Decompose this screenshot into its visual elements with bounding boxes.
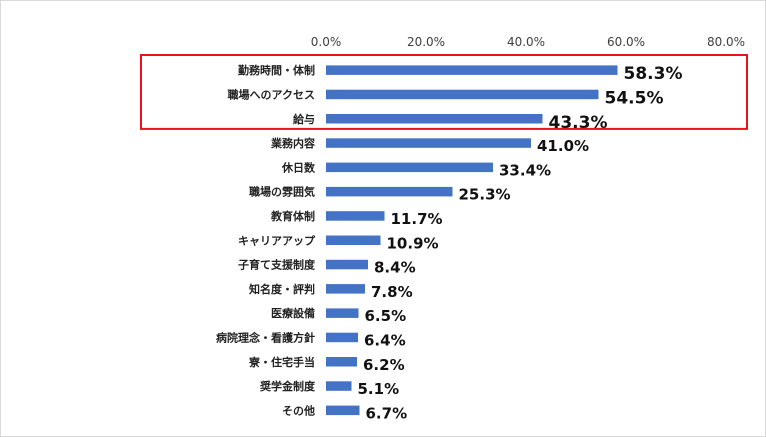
data-label: 8.4% (374, 259, 416, 277)
tick-label: 0.0% (311, 35, 342, 49)
data-label: 43.3% (549, 113, 608, 133)
tick-label: 40.0% (507, 35, 545, 49)
category-label: 業務内容 (270, 136, 315, 150)
data-label: 11.7% (391, 210, 443, 228)
tick-label: 60.0% (607, 35, 645, 49)
data-label: 6.5% (365, 307, 407, 325)
data-label: 5.1% (358, 380, 400, 398)
data-label: 54.5% (605, 88, 664, 108)
data-label: 41.0% (537, 137, 589, 155)
bar (326, 405, 360, 416)
bar (326, 284, 365, 294)
category-label: 勤務時間・体制 (238, 63, 315, 77)
tick-label: 20.0% (407, 35, 445, 49)
category-label: 職場の雰囲気 (249, 185, 315, 199)
bar (326, 259, 368, 270)
bar (326, 138, 531, 148)
category-labels: 勤務時間・体制職場へのアクセス給与業務内容休日数職場の雰囲気教育体制キャリアアッ… (216, 63, 316, 417)
data-label: 58.3% (624, 64, 683, 84)
category-label: 知名度・評判 (248, 282, 315, 296)
bars (326, 65, 618, 416)
category-label: 子育て支援制度 (238, 258, 316, 272)
category-label: 奨学金制度 (259, 379, 316, 393)
bar (326, 332, 358, 343)
bar (326, 114, 543, 124)
data-label: 6.7% (366, 404, 408, 422)
data-label: 10.9% (387, 234, 439, 252)
bar (326, 235, 381, 245)
bar (326, 357, 357, 367)
tick-label: 80.0% (707, 35, 745, 49)
category-label: 医療設備 (271, 306, 315, 320)
highlight-box (140, 54, 748, 130)
category-label: 給与 (293, 112, 315, 126)
bar (326, 186, 453, 197)
category-label: その他 (282, 403, 315, 417)
category-label: 病院理念・看護方針 (216, 330, 315, 344)
category-label: 教育体制 (270, 209, 315, 223)
data-label: 25.3% (459, 186, 511, 204)
category-label: キャリアアップ (238, 233, 316, 247)
data-label: 6.4% (364, 331, 406, 349)
data-label: 6.2% (363, 356, 405, 374)
data-label: 33.4% (499, 161, 551, 179)
category-label: 職場へのアクセス (228, 87, 315, 101)
bar (326, 308, 359, 318)
data-labels: 58.3% 54.5% 43.3% 41.0% 33.4% 25.3% 11.7% 10.9%… (358, 64, 683, 422)
x-axis-ticks: 0.0% 20.0% 40.0% 60.0% 80.0% (311, 35, 745, 49)
bar (326, 162, 493, 173)
data-label: 7.8% (371, 283, 413, 301)
bar (326, 65, 618, 75)
category-label: 寮・住宅手当 (248, 355, 315, 369)
bar (326, 381, 352, 391)
bar (326, 211, 385, 221)
bar (326, 89, 599, 100)
category-label: 休日数 (281, 160, 316, 174)
